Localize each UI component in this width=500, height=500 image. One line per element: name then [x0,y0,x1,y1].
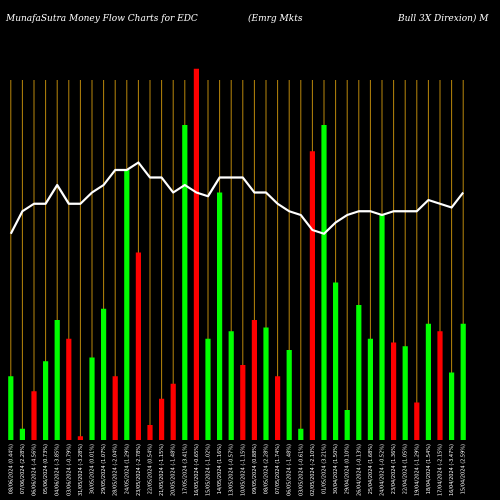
x-tick-label-18: 15/05/2024 (-1.02%) [206,444,212,496]
volume-bar-26 [298,428,304,440]
volume-bars [8,68,466,440]
x-tick-label-31: 26/04/2024 (-0.13%) [356,444,362,496]
volume-bar-5 [54,320,60,440]
x-tick-label-13: 22/05/2024 (0.54%) [148,444,154,494]
x-tick-label-25: 06/05/2024 (-1.48%) [287,444,293,496]
x-tick-label-39: 16/04/2024 (-3.47%) [449,444,455,496]
x-tick-label-3: 06/06/2024 (-4.56%) [32,444,38,496]
volume-bar-32 [367,338,373,440]
volume-bar-39 [449,372,455,440]
x-tick-label-36: 19/04/2024 (-1.29%) [414,444,420,496]
x-tick-label-40: 15/04/2024 (2.59%) [461,444,467,494]
x-tick-label-14: 21/05/2024 (-1.15%) [159,444,165,496]
x-tick-label-34: 23/04/2024 (1.36%) [391,444,397,494]
x-tick-label-21: 10/05/2024 (-1.15%) [240,444,246,496]
x-tick-label-8: 30/05/2024 (0.01%) [90,444,96,494]
chart-subtitle-right: Bull 3X Direxion) M [397,13,489,24]
x-tick-label-17: 16/05/2024 (-0.65%) [194,444,200,496]
volume-bar-14 [159,398,165,440]
x-tick-label-29: 30/04/2024 (1.50%) [333,444,339,494]
volume-bar-35 [402,346,408,440]
x-tick-label-38: 17/04/2024 (-2.15%) [438,444,444,496]
volume-bar-18 [205,338,211,440]
x-tick-label-33: 24/04/2024 (-0.52%) [380,444,386,496]
volume-bar-13 [147,425,153,440]
volume-bar-15 [170,383,176,440]
x-tick-label-2: 07/06/2024 (2.28%) [20,444,26,494]
volume-bar-36 [414,402,420,440]
x-tick-label-35: 22/04/2024 (1.05%) [403,444,409,494]
x-tick-label-15: 20/05/2024 (-1.48%) [171,444,177,496]
money-flow-line-group [9,161,465,235]
volume-bar-4 [43,361,49,440]
x-tick-label-30: 29/04/2024 (0.10%) [345,444,351,494]
volume-bar-22 [251,320,257,440]
x-tick-label-9: 29/05/2024 (1.07%) [101,444,107,494]
volume-bar-11 [124,170,130,440]
x-tick-label-7: 31/05/2024 (-3.28%) [78,444,84,496]
chart-title: MunafaSutra Money Flow Charts for EDC [5,14,198,24]
volume-bar-28 [321,125,327,440]
volume-bar-12 [135,252,141,440]
volume-bar-17 [193,68,199,440]
volume-bar-30 [344,410,350,440]
volume-bar-21 [240,365,246,440]
chart-subtitle-middle: (Emrg Mkts [248,13,303,24]
volume-bar-2 [19,428,25,440]
x-tick-label-6: 03/06/2024 (-0.79%) [66,444,72,496]
volume-bar-33 [379,215,385,440]
x-tick-label-20: 13/05/2024 (-0.57%) [229,444,235,496]
volume-bar-27 [309,151,315,440]
x-tick-label-32: 25/04/2024 (1.68%) [368,444,374,494]
x-tick-label-4: 05/06/2024 (0.73%) [43,444,49,494]
x-tick-label-1: 08/06/2024 (0.44%) [8,444,14,494]
volume-bar-37 [425,323,431,440]
volume-bar-23 [263,327,269,440]
x-tick-label-16: 17/05/2024 (3.41%) [182,444,188,494]
volume-bar-20 [228,331,234,440]
volume-bar-40 [460,323,466,440]
x-axis-tick-labels: 08/06/2024 (0.44%) 07/06/2024 (2.28%) 06/0… [8,444,466,496]
x-tick-label-26: 03/05/2024 (-0.61%) [298,444,304,496]
volume-bar-25 [286,350,292,440]
volume-bar-34 [391,342,397,440]
x-tick-label-12: 23/05/2024 (-2.78%) [136,444,142,496]
volume-bar-7 [77,436,83,440]
x-tick-label-19: 14/05/2024 (1.16%) [217,444,223,494]
x-tick-label-23: 08/05/2024 (2.28%) [264,444,270,494]
x-tick-label-11: 24/05/2024 (1.29%) [124,444,130,494]
x-tick-label-22: 09/05/2024 (0.88%) [252,444,258,494]
x-tick-label-10: 28/05/2024 (-2.04%) [113,444,119,496]
x-tick-label-24: 07/05/2024 (1.74%) [275,444,281,494]
volume-bar-38 [437,331,443,440]
x-tick-label-5: 04/06/2024 (-3.85%) [55,444,61,496]
volume-bar-24 [275,376,281,440]
volume-bar-16 [182,125,188,440]
volume-bar-8 [89,357,95,440]
volume-bar-29 [333,282,339,440]
volume-bar-1 [8,376,14,440]
volume-bar-6 [66,338,72,440]
volume-bar-10 [112,376,118,440]
volume-bar-9 [101,308,107,440]
money-flow-line [9,161,465,235]
x-tick-label-27: 02/05/2024 (-2.10%) [310,444,316,496]
volume-bar-19 [217,192,223,440]
volume-bar-3 [31,391,37,440]
x-tick-label-37: 18/04/2024 (1.54%) [426,444,432,494]
volume-bar-31 [356,305,362,440]
x-tick-label-28: 01/05/2024 (3.21%) [322,444,328,494]
